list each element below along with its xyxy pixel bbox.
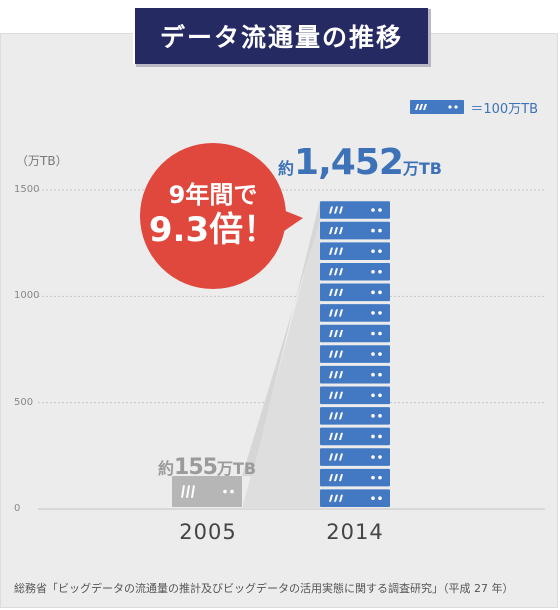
server-unit-icon xyxy=(410,100,465,114)
source-footnote: 総務省「ビッグデータの流通量の推計及びビッグデータの活用実態に関する調査研究」（… xyxy=(14,582,514,595)
value-2005-prefix: 約 xyxy=(158,459,175,478)
bar-2014-unit xyxy=(320,283,390,302)
callout-text: 9年間で 9.3倍！ xyxy=(143,180,283,250)
bar-2014-unit xyxy=(320,468,390,487)
value-2014-prefix: 約 xyxy=(278,159,295,178)
bar-2014-unit xyxy=(320,201,390,219)
page-title: データ流通量の推移 xyxy=(133,6,428,64)
bar-2014-unit xyxy=(320,221,390,240)
y-tick-label: 1500 xyxy=(14,184,40,195)
value-2005-unit: 万TB xyxy=(216,459,257,478)
y-axis-unit-label: （万TB） xyxy=(16,154,68,168)
bar-2014-unit xyxy=(320,345,390,363)
growth-wedge xyxy=(172,214,320,509)
y-tick-label: 1000 xyxy=(14,290,40,302)
bar-2014-unit xyxy=(320,304,390,322)
legend-label: ＝100万TB xyxy=(470,101,538,117)
bar-2014-unit xyxy=(320,324,390,343)
bar-2014-unit xyxy=(320,407,390,425)
y-tick-label: 0 xyxy=(14,503,21,514)
bar-2014-unit xyxy=(320,262,390,281)
bar-2014-unit xyxy=(320,448,390,466)
value-2005-number: 155 xyxy=(174,455,218,480)
legend: ＝100万TB xyxy=(410,98,538,117)
chart-panel xyxy=(0,33,558,608)
bar-2014-unit xyxy=(320,489,390,507)
x-tick-label-2014: 2014 xyxy=(326,520,384,544)
x-tick-label-2005: 2005 xyxy=(179,520,237,544)
value-label-2005: 約155万TB xyxy=(158,455,256,480)
callout-line1: 9年間で xyxy=(168,181,258,209)
callout-line2: 9.3倍！ xyxy=(148,210,278,250)
bar-2014-unit xyxy=(320,386,390,405)
value-label-2014: 約1,452万TB xyxy=(278,142,442,183)
value-2014-unit: 万TB xyxy=(402,159,443,178)
value-2014-number: 1,452 xyxy=(294,142,404,183)
bar-2014-unit xyxy=(320,427,390,446)
bar-2005 xyxy=(172,476,242,507)
y-tick-label: 500 xyxy=(14,396,34,408)
bar-2014-unit xyxy=(320,365,390,384)
bar-2014-unit xyxy=(320,242,390,260)
callout-bubble xyxy=(140,143,286,289)
